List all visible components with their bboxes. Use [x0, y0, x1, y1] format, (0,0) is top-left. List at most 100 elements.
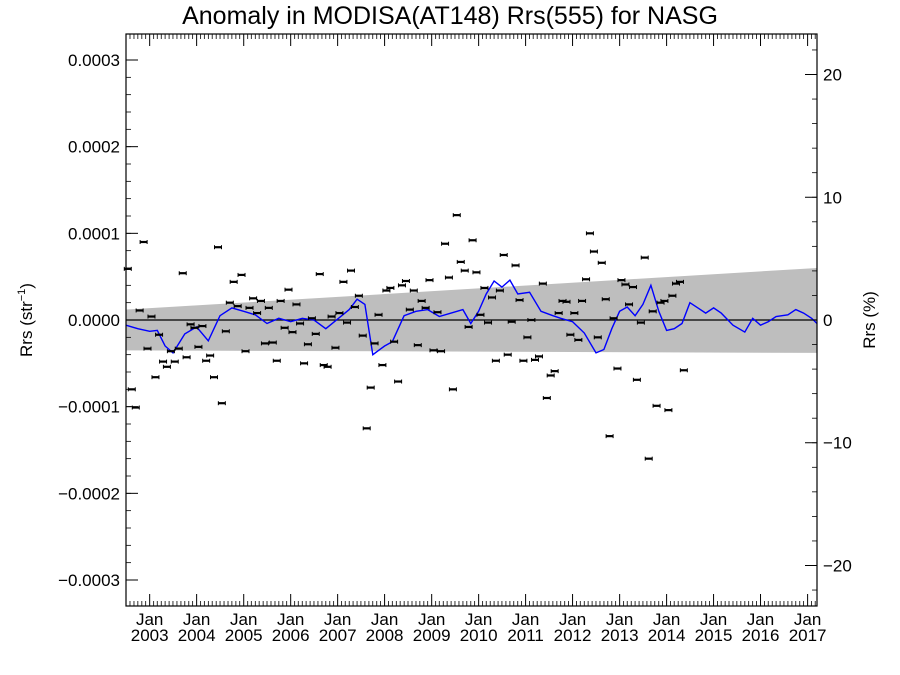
y-axis-label-left-main: Rrs (str: [17, 301, 36, 357]
data-point: [382, 288, 391, 293]
data-point: [335, 311, 344, 316]
data-point: [323, 364, 332, 369]
data-point: [409, 288, 418, 293]
data-point: [468, 238, 477, 243]
data-point: [225, 300, 234, 305]
data-point: [472, 270, 481, 275]
data-point: [464, 324, 473, 329]
data-point: [621, 282, 630, 287]
data-point: [675, 279, 684, 284]
data-point: [582, 277, 591, 282]
data-point: [206, 353, 215, 358]
data-point: [546, 373, 555, 378]
x-tick-label-year: 2007: [319, 626, 357, 645]
data-point: [605, 434, 614, 439]
x-tick-label-year: 2015: [695, 626, 733, 645]
data-point: [264, 305, 273, 310]
data-point: [174, 346, 183, 351]
data-point: [194, 344, 203, 349]
data-point: [147, 314, 156, 319]
data-point: [178, 271, 187, 276]
data-point: [253, 311, 262, 316]
x-tick-label-month: Jan: [277, 610, 304, 629]
data-point: [542, 396, 551, 400]
x-tick-label-year: 2011: [507, 626, 544, 645]
data-point: [550, 369, 559, 374]
data-points-layer: [123, 213, 688, 461]
data-point: [527, 318, 536, 322]
x-tick-label-month: Jan: [230, 610, 257, 629]
data-point: [609, 316, 618, 321]
data-point: [221, 329, 230, 334]
x-tick-label-month: Jan: [418, 610, 445, 629]
data-point: [123, 266, 132, 271]
x-tick-label-month: Jan: [371, 610, 398, 629]
data-point: [405, 307, 414, 312]
data-point: [570, 311, 579, 316]
data-point: [488, 295, 497, 300]
data-point: [268, 340, 277, 345]
data-point: [613, 366, 622, 371]
data-point: [425, 278, 434, 283]
data-point: [648, 309, 657, 314]
data-point: [296, 321, 305, 326]
data-point: [511, 263, 520, 268]
data-point: [190, 325, 199, 330]
data-point: [229, 279, 238, 284]
data-point: [390, 339, 399, 344]
data-point: [135, 308, 144, 313]
data-point: [668, 293, 677, 298]
data-point: [280, 325, 289, 330]
data-point: [593, 335, 602, 340]
data-point: [162, 364, 171, 369]
data-point: [499, 253, 508, 257]
data-point: [534, 354, 543, 359]
data-point: [640, 255, 649, 260]
data-point: [519, 358, 528, 363]
x-tick-label-month: Jan: [653, 610, 680, 629]
data-point: [437, 349, 446, 354]
trend-line-layer: [125, 279, 818, 356]
data-point: [284, 287, 293, 292]
data-point: [632, 377, 641, 382]
x-tick-label-month: Jan: [559, 610, 586, 629]
x-tick-label-month: Jan: [324, 610, 351, 629]
data-point: [585, 231, 594, 236]
data-point: [538, 281, 547, 286]
data-point: [530, 357, 539, 362]
confidence-band: [126, 268, 817, 353]
data-point: [660, 298, 669, 303]
data-point: [491, 358, 500, 363]
data-point: [417, 298, 426, 303]
data-point: [213, 245, 222, 250]
data-point: [339, 279, 348, 284]
data-point: [452, 213, 461, 218]
data-point: [198, 324, 207, 329]
data-point: [679, 368, 688, 373]
data-point: [311, 331, 320, 336]
y-tick-label-left: 0.0000: [68, 311, 120, 330]
y-axis-label-left: Rrs (str−1): [16, 283, 36, 357]
y-tick-label-right: −20: [823, 556, 852, 575]
x-tick-label-month: Jan: [512, 610, 539, 629]
axis-labels: 0.0003 0.0002 0.0001 0.0000 −0.0001 −0.0002 −0…: [16, 51, 879, 645]
data-point: [143, 346, 152, 351]
data-point: [233, 304, 242, 309]
x-tick-label-year: 2010: [460, 626, 498, 645]
data-point: [523, 335, 532, 340]
y-tick-label-left: 0.0001: [68, 224, 120, 243]
data-point: [327, 314, 336, 319]
data-point: [237, 272, 246, 277]
data-point: [413, 343, 422, 348]
x-tick-label-month: Jan: [700, 610, 727, 629]
x-tick-label-year: 2003: [131, 626, 169, 645]
data-point: [288, 330, 297, 335]
data-point: [397, 283, 406, 288]
data-point: [433, 310, 442, 315]
data-point: [347, 268, 356, 273]
data-point: [617, 278, 626, 283]
data-point: [378, 363, 387, 368]
data-point: [429, 348, 438, 353]
x-tick-label-year: 2014: [648, 626, 686, 645]
